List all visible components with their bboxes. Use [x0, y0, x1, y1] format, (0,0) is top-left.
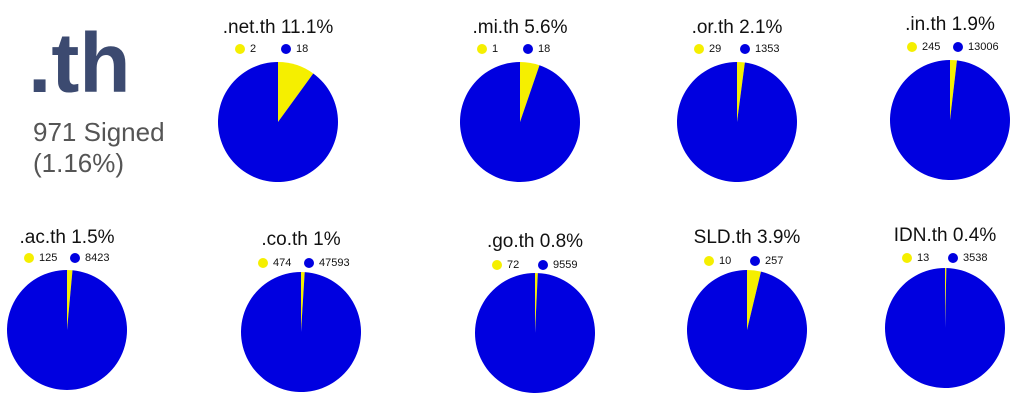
pie-title: .co.th 1% — [261, 229, 340, 250]
header-title: .th — [28, 16, 131, 110]
legend-swatch — [24, 253, 34, 263]
pie-slice — [520, 62, 540, 122]
legend-label: 8423 — [85, 252, 109, 264]
legend-label: 2 — [250, 43, 256, 55]
pie-slice — [945, 268, 947, 328]
pie-slice — [737, 62, 745, 122]
legend-swatch — [235, 44, 245, 54]
legend-label: 125 — [39, 252, 57, 264]
legend-label: 1 — [492, 43, 498, 55]
pie-slice — [686, 270, 807, 390]
legend-swatch — [704, 256, 714, 266]
legend-label: 47593 — [319, 257, 350, 269]
pie-slice — [890, 60, 1010, 180]
pie-slice — [301, 272, 305, 332]
pie-title: .net.th 11.1% — [223, 17, 334, 38]
pie-slice — [278, 62, 314, 122]
legend-label: 13006 — [968, 41, 999, 53]
legend-label: 3538 — [963, 252, 987, 264]
legend-swatch — [750, 256, 760, 266]
pie-title: .ac.th 1.5% — [19, 227, 114, 248]
pie-slice — [67, 270, 73, 330]
legend-label: 9559 — [553, 259, 577, 271]
legend-swatch — [902, 253, 912, 263]
legend-swatch — [281, 44, 291, 54]
pie-slice — [950, 60, 957, 120]
legend-swatch — [953, 42, 963, 52]
legend-swatch — [907, 42, 917, 52]
legend-swatch — [258, 258, 268, 268]
legend-swatch — [948, 253, 958, 263]
pie-title: .in.th 1.9% — [905, 14, 995, 35]
pie-slice — [241, 272, 362, 393]
legend-swatch — [523, 44, 533, 54]
pie-title: .or.th 2.1% — [692, 17, 783, 38]
pie-slice — [747, 270, 761, 330]
legend-label: 18 — [538, 43, 550, 55]
pie-title: SLD.th 3.9% — [694, 227, 801, 248]
header-subtitle: 971 Signed — [33, 117, 165, 147]
pie-title: IDN.th 0.4% — [894, 225, 997, 246]
legend-label: 245 — [922, 41, 940, 53]
legend-swatch — [477, 44, 487, 54]
legend-label: 257 — [765, 255, 783, 267]
header-note: (1.16%) — [33, 148, 124, 178]
pie-title: .go.th 0.8% — [487, 231, 583, 252]
pie-slice — [218, 62, 339, 183]
pie-slice — [474, 273, 595, 394]
legend-swatch — [740, 44, 750, 54]
pie-slice — [677, 62, 797, 182]
legend-label: 29 — [709, 43, 721, 55]
legend-label: 13 — [917, 252, 929, 264]
legend-swatch — [70, 253, 80, 263]
pie-slice — [884, 268, 1005, 388]
legend-label: 474 — [273, 257, 291, 269]
legend-label: 10 — [719, 255, 731, 267]
pie-slice — [460, 62, 581, 183]
pie-slice — [535, 273, 538, 333]
legend-swatch — [304, 258, 314, 268]
legend-swatch — [492, 260, 502, 270]
pie-title: .mi.th 5.6% — [472, 17, 567, 38]
legend-label: 1353 — [755, 43, 779, 55]
pie-slice — [6, 270, 127, 390]
legend-label: 18 — [296, 43, 308, 55]
legend-swatch — [538, 260, 548, 270]
legend-swatch — [694, 44, 704, 54]
legend-label: 72 — [507, 259, 519, 271]
